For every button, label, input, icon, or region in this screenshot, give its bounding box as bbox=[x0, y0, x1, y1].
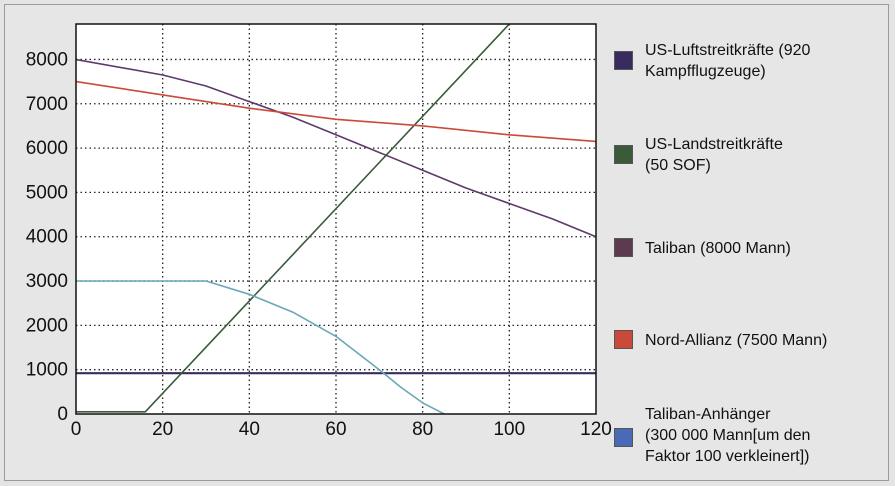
x-tick-label: 80 bbox=[412, 419, 433, 440]
x-tick-label: 60 bbox=[325, 419, 346, 440]
y-tick-label: 0 bbox=[57, 404, 68, 425]
y-tick-label: 3000 bbox=[26, 271, 68, 292]
x-tick-label: 20 bbox=[152, 419, 173, 440]
x-tick-label: 100 bbox=[493, 419, 525, 440]
y-tick-label: 6000 bbox=[26, 138, 68, 159]
series-line-taliban bbox=[76, 58, 596, 238]
y-tick-label: 7000 bbox=[26, 94, 68, 115]
x-tick-label: 40 bbox=[239, 419, 260, 440]
series-group bbox=[76, 24, 596, 414]
y-tick-label: 2000 bbox=[26, 315, 68, 336]
y-tick-label: 5000 bbox=[26, 182, 68, 203]
y-tick-label: 8000 bbox=[26, 49, 68, 70]
y-tick-label: 1000 bbox=[26, 360, 68, 381]
series-layer bbox=[76, 24, 596, 414]
y-tick-label: 4000 bbox=[26, 227, 68, 248]
series-line-us-land bbox=[76, 24, 510, 413]
series-line-taliban-anhaenger bbox=[76, 280, 445, 414]
grid-lines bbox=[76, 24, 596, 414]
x-tick-label: 0 bbox=[71, 419, 82, 440]
plot-border bbox=[75, 23, 597, 415]
series-line-nord-allianz bbox=[76, 80, 596, 143]
x-tick-label: 120 bbox=[580, 419, 612, 440]
tick-labels: 0 20 40 60 80 100 120 0 1000 2000 3000 4000 5000 6000… bbox=[26, 49, 612, 440]
